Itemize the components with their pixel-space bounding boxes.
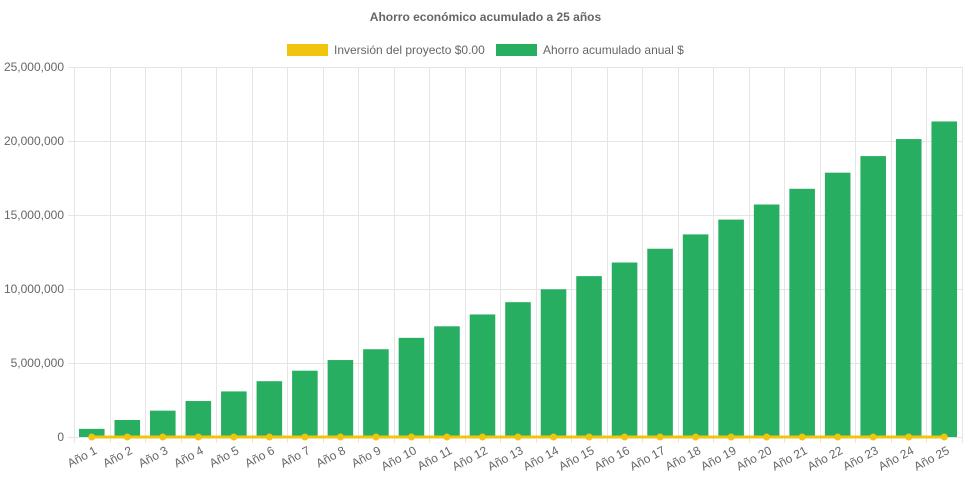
bar[interactable] bbox=[860, 156, 886, 437]
line-point[interactable] bbox=[905, 433, 913, 441]
line-point[interactable] bbox=[301, 433, 309, 441]
bar[interactable] bbox=[434, 326, 460, 437]
bar[interactable] bbox=[931, 121, 958, 438]
bar[interactable] bbox=[789, 188, 815, 437]
grid-lines bbox=[68, 67, 963, 443]
y-tick-label: 15,000,000 bbox=[4, 208, 64, 222]
x-tick-label: Año 24 bbox=[876, 443, 916, 473]
x-tick-label: Año 9 bbox=[349, 443, 384, 470]
line-point[interactable] bbox=[656, 433, 664, 441]
x-tick-label: Año 5 bbox=[207, 443, 242, 470]
bar[interactable] bbox=[363, 349, 389, 437]
line-point[interactable] bbox=[230, 433, 238, 441]
line-point[interactable] bbox=[336, 433, 344, 441]
legend-swatch-ahorro[interactable] bbox=[496, 44, 537, 56]
line-point[interactable] bbox=[621, 433, 629, 441]
line-point[interactable] bbox=[727, 433, 735, 441]
bar[interactable] bbox=[895, 139, 922, 438]
x-tick-label: Año 16 bbox=[592, 443, 632, 473]
y-tick-label: 25,000,000 bbox=[4, 60, 64, 74]
x-tick-label: Año 2 bbox=[100, 443, 135, 470]
line-point[interactable] bbox=[478, 433, 486, 441]
line-point[interactable] bbox=[265, 433, 273, 441]
legend[interactable]: Inversión del proyecto $0.00 Ahorro acum… bbox=[287, 43, 684, 57]
x-tick-label: Año 10 bbox=[379, 443, 419, 473]
legend-swatch-inversion[interactable] bbox=[287, 44, 328, 56]
bar[interactable] bbox=[292, 370, 318, 437]
bar[interactable] bbox=[540, 289, 567, 437]
chart-title: Ahorro económico acumulado a 25 años bbox=[370, 10, 602, 24]
bar[interactable] bbox=[327, 360, 354, 437]
legend-item-ahorro[interactable]: Ahorro acumulado anual $ bbox=[496, 43, 684, 57]
x-tick-label: Año 19 bbox=[698, 443, 738, 473]
line-point[interactable] bbox=[443, 433, 451, 441]
x-tick-label: Año 1 bbox=[65, 443, 100, 470]
y-tick-label: 20,000,000 bbox=[4, 134, 64, 148]
bar[interactable] bbox=[398, 337, 425, 437]
line-point[interactable] bbox=[869, 433, 877, 441]
bar[interactable] bbox=[718, 219, 744, 437]
x-tick-label: Año 14 bbox=[521, 443, 561, 473]
x-tick-label: Año 23 bbox=[840, 443, 880, 473]
legend-label-ahorro[interactable]: Ahorro acumulado anual $ bbox=[543, 43, 684, 57]
line-point[interactable] bbox=[88, 433, 96, 441]
x-tick-label: Año 22 bbox=[805, 443, 845, 473]
line-point[interactable] bbox=[798, 433, 806, 441]
y-tick-label: 5,000,000 bbox=[11, 356, 65, 370]
line-series bbox=[88, 433, 948, 441]
bar[interactable] bbox=[114, 419, 141, 437]
x-tick-label: Año 11 bbox=[415, 443, 455, 473]
x-tick-label: Año 21 bbox=[769, 443, 809, 473]
bar[interactable] bbox=[682, 234, 709, 437]
x-tick-label: Año 15 bbox=[556, 443, 596, 473]
line-point[interactable] bbox=[550, 433, 558, 441]
line-point[interactable] bbox=[159, 433, 167, 441]
x-axis-ticks: Año 1 Año 2 Año 3 Año 4 Año 5 Año 6 Año 7 Año 8… bbox=[65, 443, 952, 473]
bar[interactable] bbox=[576, 276, 602, 437]
bar[interactable] bbox=[647, 248, 673, 437]
line-point[interactable] bbox=[585, 433, 593, 441]
x-tick-label: Año 17 bbox=[627, 443, 667, 473]
bar[interactable] bbox=[185, 401, 212, 437]
line-point[interactable] bbox=[194, 433, 202, 441]
line-point[interactable] bbox=[940, 433, 948, 441]
x-tick-label: Año 8 bbox=[314, 443, 349, 470]
x-tick-label: Año 3 bbox=[136, 443, 171, 470]
bar-series bbox=[78, 121, 958, 438]
bar[interactable] bbox=[256, 381, 283, 437]
line-point[interactable] bbox=[763, 433, 771, 441]
bar[interactable] bbox=[221, 391, 247, 437]
line-point[interactable] bbox=[372, 433, 380, 441]
x-tick-label: Año 7 bbox=[278, 443, 313, 470]
line-point[interactable] bbox=[123, 433, 131, 441]
x-tick-label: Año 12 bbox=[450, 443, 490, 473]
x-tick-label: Año 20 bbox=[734, 443, 774, 473]
legend-label-inversion[interactable]: Inversión del proyecto $0.00 bbox=[334, 43, 485, 57]
line-point[interactable] bbox=[692, 433, 700, 441]
bar[interactable] bbox=[78, 428, 105, 437]
legend-item-inversion[interactable]: Inversión del proyecto $0.00 bbox=[287, 43, 485, 57]
y-axis-ticks: 0 5,000,000 10,000,000 15,000,000 20,000,000… bbox=[4, 60, 64, 444]
bar[interactable] bbox=[150, 410, 176, 437]
line-point[interactable] bbox=[514, 433, 522, 441]
bar[interactable] bbox=[611, 262, 638, 437]
line-point[interactable] bbox=[834, 433, 842, 441]
x-tick-label: Año 18 bbox=[663, 443, 703, 473]
y-tick-label: 0 bbox=[57, 430, 64, 444]
bar[interactable] bbox=[469, 314, 496, 437]
bar[interactable] bbox=[753, 204, 780, 437]
x-tick-label: Año 4 bbox=[171, 443, 206, 470]
x-tick-label: Año 6 bbox=[243, 443, 278, 470]
y-tick-label: 10,000,000 bbox=[4, 282, 64, 296]
line-point[interactable] bbox=[407, 433, 415, 441]
bar[interactable] bbox=[824, 172, 851, 437]
bar[interactable] bbox=[505, 302, 531, 437]
x-tick-label: Año 13 bbox=[485, 443, 525, 473]
x-tick-label: Año 25 bbox=[911, 443, 951, 473]
